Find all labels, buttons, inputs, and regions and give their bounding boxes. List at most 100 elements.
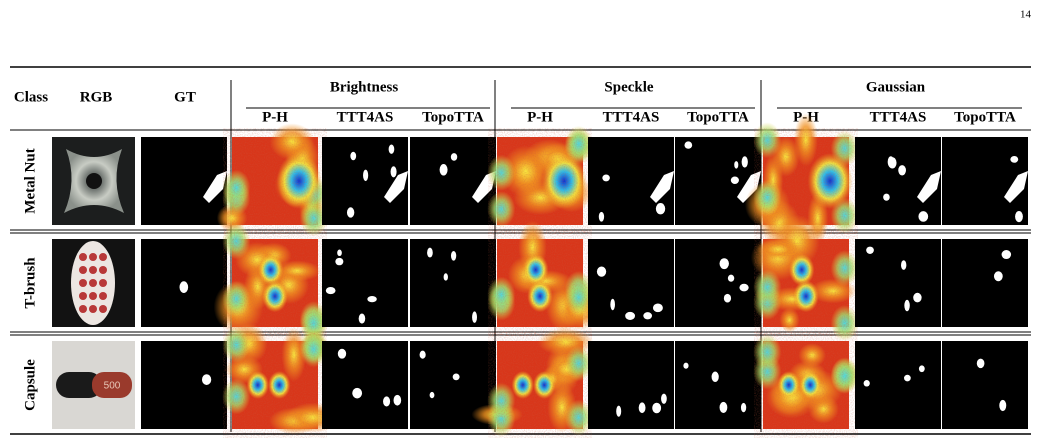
mask-blob bbox=[358, 313, 366, 324]
mask-blob bbox=[719, 401, 728, 414]
method-header: TTT4AS bbox=[337, 109, 394, 125]
heatmap bbox=[216, 123, 328, 237]
mask-blob bbox=[610, 298, 615, 311]
group-header: Brightness bbox=[330, 79, 399, 95]
mask-blob bbox=[443, 273, 448, 281]
mask-blob bbox=[390, 166, 397, 178]
mask-blob bbox=[655, 203, 666, 215]
brush-tuft bbox=[89, 305, 97, 313]
brush-tuft bbox=[99, 253, 107, 261]
header-gt: GT bbox=[174, 89, 196, 105]
mask-blob bbox=[643, 312, 653, 320]
heatmap-noise bbox=[232, 137, 318, 225]
method-header: P-H bbox=[262, 109, 288, 125]
mask bbox=[322, 239, 408, 327]
heatmap bbox=[487, 220, 602, 332]
mask-blob bbox=[904, 374, 911, 382]
method-header: TTT4AS bbox=[870, 109, 927, 125]
brush-tuft bbox=[89, 292, 97, 300]
mask bbox=[322, 341, 408, 429]
capsule-right bbox=[92, 372, 132, 398]
heatmap-noise bbox=[497, 137, 583, 225]
mask-blob bbox=[741, 156, 748, 168]
mask-blob bbox=[337, 249, 342, 257]
mask-blob bbox=[901, 260, 907, 270]
mask-blob bbox=[727, 274, 735, 282]
brush-tuft bbox=[99, 292, 107, 300]
mask-blob bbox=[739, 283, 749, 292]
method-header: TopoTTA bbox=[687, 109, 749, 125]
mask-blob bbox=[350, 151, 357, 161]
mask-blob bbox=[917, 171, 941, 203]
mask-blob bbox=[1004, 171, 1028, 203]
brush-tuft bbox=[89, 253, 97, 261]
metal-nut-hole bbox=[86, 173, 102, 189]
heatmap bbox=[213, 223, 328, 342]
mask-blob bbox=[684, 141, 693, 149]
mask bbox=[588, 341, 674, 429]
mask-blob bbox=[383, 396, 391, 407]
row-label: Capsule bbox=[22, 359, 38, 411]
capsule-left bbox=[56, 372, 102, 398]
mask-blob bbox=[1015, 210, 1023, 223]
mask-blob bbox=[723, 293, 732, 303]
mask-blob bbox=[918, 365, 925, 373]
mask-blob bbox=[450, 250, 457, 261]
mask-blob bbox=[740, 402, 747, 413]
mask bbox=[942, 341, 1028, 429]
heatmap-noise bbox=[763, 341, 849, 429]
mask bbox=[675, 341, 761, 429]
mask-blob bbox=[179, 281, 189, 293]
heatmap bbox=[744, 113, 859, 245]
mask-blob bbox=[866, 246, 874, 254]
mask bbox=[855, 137, 941, 225]
mask bbox=[942, 239, 1028, 327]
mask-blob bbox=[661, 393, 667, 404]
heatmap bbox=[471, 328, 594, 437]
mask-blob bbox=[918, 211, 929, 222]
method-header: TopoTTA bbox=[422, 109, 484, 125]
mask-blob bbox=[616, 405, 622, 417]
mask-blob bbox=[393, 394, 402, 406]
method-header: P-H bbox=[527, 109, 553, 125]
brush-tuft bbox=[89, 266, 97, 274]
heatmap-noise bbox=[232, 341, 318, 429]
mask-blob bbox=[652, 402, 662, 414]
brush-tuft bbox=[79, 266, 87, 274]
heatmap-noise bbox=[763, 137, 849, 225]
mask-blob bbox=[367, 296, 377, 303]
mask-blob bbox=[452, 373, 460, 381]
mask-blob bbox=[719, 258, 729, 270]
mask-blob bbox=[450, 153, 458, 161]
mask-blob bbox=[337, 348, 347, 359]
mask-blob bbox=[737, 171, 761, 203]
mask-blob bbox=[999, 399, 1007, 412]
mask-blob bbox=[388, 144, 395, 154]
heatmap bbox=[753, 334, 859, 429]
mask-blob bbox=[976, 358, 985, 369]
mask-blob bbox=[730, 176, 739, 184]
group-header: Gaussian bbox=[866, 79, 926, 95]
mask-blob bbox=[439, 164, 448, 176]
mask bbox=[141, 341, 227, 429]
mask-blob bbox=[683, 362, 689, 369]
method-header: TopoTTA bbox=[954, 109, 1016, 125]
mask-blob bbox=[652, 303, 663, 313]
brush-tuft bbox=[89, 279, 97, 287]
method-header: TTT4AS bbox=[603, 109, 660, 125]
mask-blob bbox=[598, 211, 605, 222]
mask-blob bbox=[384, 171, 408, 203]
mask-blob bbox=[325, 286, 336, 295]
page-number: 14 bbox=[1020, 9, 1032, 21]
mask-blob bbox=[883, 193, 890, 201]
mask-blob bbox=[1010, 155, 1019, 163]
mask-blob bbox=[335, 257, 344, 266]
mask-blob bbox=[913, 292, 922, 303]
mask-blob bbox=[1001, 250, 1012, 260]
mask-blob bbox=[429, 391, 435, 399]
mask-blob bbox=[203, 171, 227, 203]
mask-blob bbox=[734, 161, 739, 169]
brush-tuft bbox=[99, 266, 107, 274]
mask-blob bbox=[202, 374, 212, 385]
